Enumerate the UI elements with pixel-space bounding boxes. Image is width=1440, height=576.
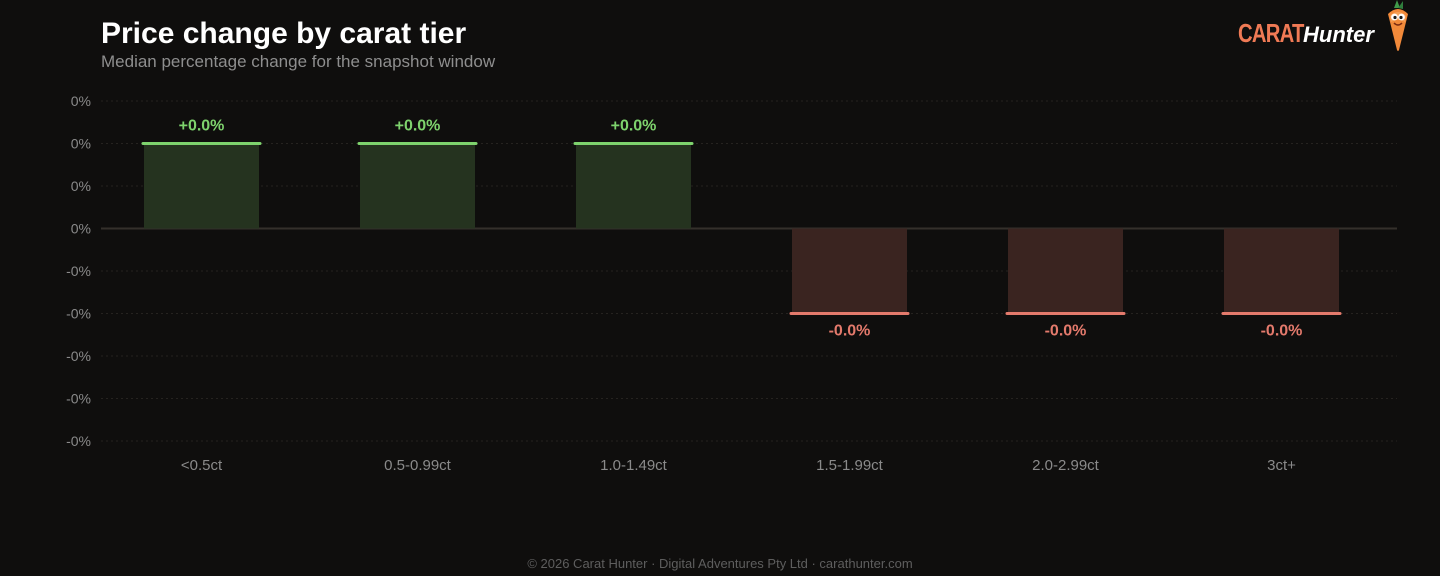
y-tick-label: -0% [66, 348, 91, 364]
brand-name-carat: CARAT [1238, 18, 1304, 48]
y-tick-label: -0% [66, 391, 91, 407]
x-tick-label: 2.0-2.99ct [1032, 457, 1100, 474]
data-label: -0.0% [1045, 323, 1087, 340]
data-label: -0.0% [1261, 323, 1303, 340]
bar [792, 228, 907, 314]
x-tick-label: <0.5ct [181, 457, 223, 474]
carrot-mascot-icon [1388, 0, 1408, 51]
x-tick-label: 1.5-1.99ct [816, 457, 884, 474]
x-tick-label: 1.0-1.49ct [600, 457, 668, 474]
x-tick-label: 0.5-0.99ct [384, 457, 452, 474]
data-label: +0.0% [611, 118, 657, 135]
bar [360, 143, 475, 229]
y-tick-label: -0% [66, 306, 91, 322]
chart-subtitle: Median percentage change for the snapsho… [101, 52, 496, 71]
bar-chart: 0% 0% 0% 0% -0% -0% -0% -0% -0% +0.0% <0.5ct +0.0% 0… [66, 93, 1397, 474]
brand-name-hunter: Hunter [1303, 22, 1374, 47]
y-tick-label: 0% [71, 221, 91, 237]
footer-copyright: © 2026 Carat Hunter · Digital Adventures… [527, 556, 913, 571]
bar [144, 143, 259, 229]
y-tick-label: 0% [71, 178, 91, 194]
brand-logo[interactable]: CARAT Hunter [1238, 0, 1413, 52]
y-tick-label: -0% [66, 433, 91, 449]
chart-title: Price change by carat tier [101, 17, 467, 50]
bar [576, 143, 691, 229]
x-tick-label: 3ct+ [1267, 457, 1296, 474]
y-tick-label: 0% [71, 93, 91, 109]
bar [1224, 228, 1339, 314]
y-tick-label: -0% [66, 263, 91, 279]
y-tick-label: 0% [71, 136, 91, 152]
bar [1008, 228, 1123, 314]
data-label: +0.0% [395, 118, 441, 135]
data-label: -0.0% [829, 323, 871, 340]
data-label: +0.0% [179, 118, 225, 135]
